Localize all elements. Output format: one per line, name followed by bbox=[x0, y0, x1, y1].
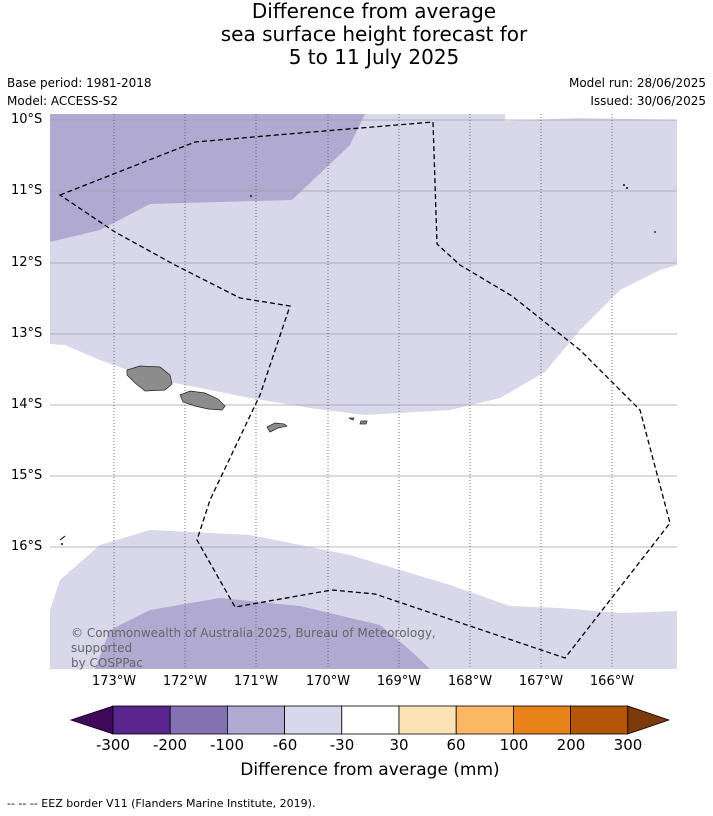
lat-label-10s: 10°S bbox=[11, 112, 43, 127]
title-line-2: sea surface height forecast for bbox=[220, 22, 528, 46]
samoa-islands bbox=[60, 183, 656, 546]
upolu-island bbox=[179, 390, 226, 411]
colorbar-segments bbox=[69, 705, 671, 735]
eez-legend-footer: -- -- -- EEZ border V11 (Flanders Marine… bbox=[7, 797, 316, 810]
colorbar-segment-9 bbox=[570, 705, 629, 735]
tutuila-island bbox=[266, 422, 288, 433]
model-run: Model run: 28/06/2025 bbox=[568, 76, 706, 90]
eez-border-line bbox=[58, 121, 671, 659]
lat-label-11s: 11°S bbox=[11, 183, 43, 198]
lat-label-16s: 16°S bbox=[11, 539, 43, 554]
colorbar-segment-5 bbox=[341, 705, 400, 735]
cbar-tick-300: 300 bbox=[613, 736, 643, 754]
colorbar-segment-6 bbox=[398, 705, 457, 735]
islet-1 bbox=[249, 194, 253, 198]
issued-date: Issued: 30/06/2025 bbox=[590, 94, 706, 108]
colorbar-segment-3 bbox=[226, 705, 285, 735]
meta-left: Base period: 1981-2018 Model: ACCESS-S2 bbox=[7, 74, 152, 110]
lon-label-168w: 168°W bbox=[447, 674, 493, 689]
copyright-line-1: © Commonwealth of Australia 2025, Bureau… bbox=[71, 626, 436, 655]
cbar-tick-30: 30 bbox=[389, 736, 409, 754]
meta-right: Model run: 28/06/2025 Issued: 30/06/2025 bbox=[569, 74, 706, 110]
cbar-tick-minus-200: -200 bbox=[152, 736, 188, 754]
cbar-tick-60: 60 bbox=[446, 736, 466, 754]
islet-3 bbox=[625, 186, 629, 190]
colorbar-arrow-low bbox=[69, 705, 114, 735]
sea-height-map bbox=[50, 114, 677, 669]
lon-label-167w: 167°W bbox=[518, 674, 564, 689]
longitude-gridlines bbox=[113, 114, 613, 669]
lon-label-171w: 171°W bbox=[233, 674, 279, 689]
lat-label-15s: 15°S bbox=[11, 468, 43, 483]
cbar-tick-100: 100 bbox=[499, 736, 529, 754]
islet-4 bbox=[654, 231, 656, 233]
lon-label-170w: 170°W bbox=[305, 674, 351, 689]
region-near-average-top bbox=[505, 114, 677, 121]
title-line-1: Difference from average bbox=[251, 0, 497, 23]
colorbar-segment-1 bbox=[112, 705, 171, 735]
lat-label-14s: 14°S bbox=[11, 397, 43, 412]
savaii-island bbox=[126, 365, 173, 392]
map-title: Difference from average sea surface heig… bbox=[0, 0, 713, 69]
islet-2 bbox=[622, 183, 626, 187]
lon-label-173w: 173°W bbox=[91, 674, 137, 689]
latitude-gridlines bbox=[50, 119, 677, 548]
lon-label-169w: 169°W bbox=[376, 674, 422, 689]
region-minus-60-south bbox=[95, 598, 430, 669]
copyright-line-2: by COSPPac bbox=[71, 656, 143, 670]
cbar-tick-minus-300: -300 bbox=[95, 736, 131, 754]
eez-fragment bbox=[59, 535, 66, 541]
colorbar-segment-2 bbox=[169, 705, 228, 735]
cbar-tick-200: 200 bbox=[556, 736, 586, 754]
lon-label-172w: 172°W bbox=[162, 674, 208, 689]
cbar-tick-minus-60: -60 bbox=[272, 736, 298, 754]
cbar-tick-minus-30: -30 bbox=[329, 736, 355, 754]
region-minus-60-north bbox=[50, 114, 365, 242]
cbar-tick-minus-100: -100 bbox=[209, 736, 245, 754]
lon-label-166w: 166°W bbox=[589, 674, 635, 689]
colorbar-segment-4 bbox=[284, 705, 343, 735]
copyright-notice: © Commonwealth of Australia 2025, Bureau… bbox=[71, 626, 491, 671]
model-name: Model: ACCESS-S2 bbox=[7, 94, 119, 108]
colorbar-label: Difference from average (mm) bbox=[240, 760, 500, 780]
colorbar-segment-7 bbox=[455, 705, 514, 735]
islet-5 bbox=[60, 542, 64, 546]
colorbar-segment-8 bbox=[513, 705, 572, 735]
manua-island-2 bbox=[359, 420, 368, 425]
lat-label-12s: 12°S bbox=[11, 255, 43, 270]
lat-label-13s: 13°S bbox=[11, 326, 43, 341]
base-period: Base period: 1981-2018 bbox=[7, 76, 152, 90]
manua-island-1 bbox=[348, 417, 355, 421]
colorbar-arrow-high bbox=[627, 705, 671, 735]
title-line-3: 5 to 11 July 2025 bbox=[288, 45, 460, 69]
